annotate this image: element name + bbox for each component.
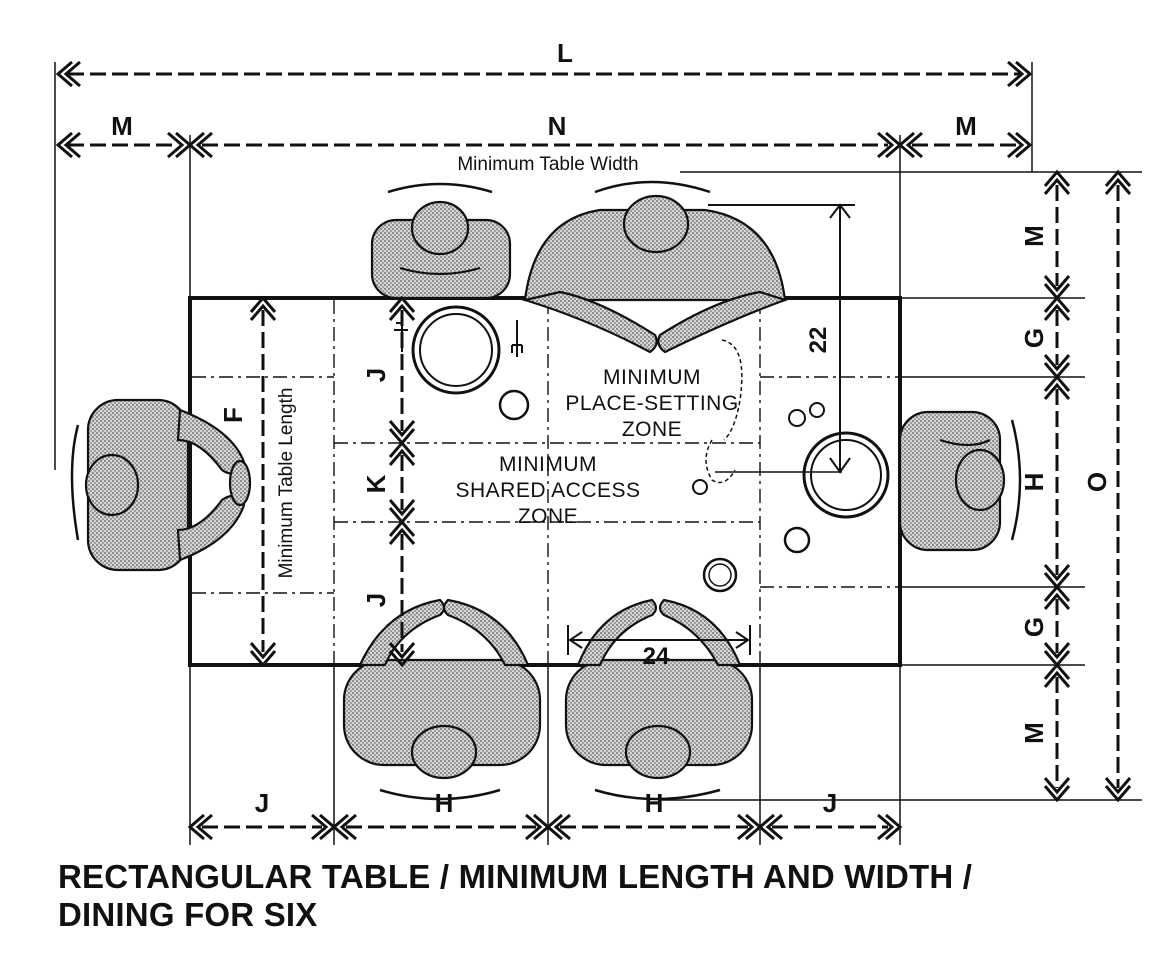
place-setting-zone-line1: MINIMUM	[603, 366, 701, 389]
dim-label-O: O	[1082, 472, 1112, 492]
diner-bottom-left	[342, 598, 542, 801]
diner-bottom-right	[564, 598, 754, 801]
dim-label-G-top: G	[1019, 328, 1049, 348]
dim-label-H-bottom-right: H	[645, 788, 664, 818]
solid-dims	[567, 203, 855, 655]
dim-label-F: F	[218, 407, 248, 423]
min-table-length-label: Minimum Table Length	[276, 388, 297, 579]
diner-left	[70, 398, 252, 572]
dim-label-M-bottom-right: M	[1019, 722, 1049, 744]
dimension-lines	[68, 72, 1120, 829]
shared-access-zone-line3: ZONE	[518, 505, 578, 528]
extension-lines	[54, 62, 1142, 845]
caption-line-2: DINING FOR SIX	[58, 896, 318, 933]
place-settings	[394, 305, 890, 593]
shared-access-zone-line1: MINIMUM	[499, 453, 597, 476]
arrowheads	[55, 60, 1132, 841]
diner-top-left	[370, 182, 512, 300]
dim-label-J-lower: J	[361, 593, 391, 607]
dim-label-H-right: H	[1019, 473, 1049, 492]
dim-label-J-upper: J	[361, 368, 391, 382]
place-setting-zone-line2: PLACE-SETTING	[565, 392, 738, 415]
dim-label-J-bottom-left: J	[255, 788, 269, 818]
shared-access-zone-line2: SHARED ACCESS	[455, 479, 640, 502]
diagram-caption: RECTANGULAR TABLE / MINIMUM LENGTH AND W…	[58, 858, 1138, 934]
min-table-width-label: Minimum Table Width	[457, 154, 638, 175]
caption-line-1: RECTANGULAR TABLE / MINIMUM LENGTH AND W…	[58, 858, 973, 895]
zone-lines	[192, 300, 898, 663]
dim-label-M-top-right: M	[1019, 225, 1049, 247]
diner-top-right	[520, 180, 789, 354]
plate-top	[411, 305, 501, 395]
dim-label-J-bottom-right: J	[823, 788, 837, 818]
table-top	[188, 296, 902, 667]
dim-label-M-right: M	[955, 111, 977, 141]
dim-label-L: L	[557, 38, 573, 68]
dim-label-G-bottom: G	[1019, 617, 1049, 637]
cup	[702, 557, 738, 593]
place-setting-zone-line3: ZONE	[622, 418, 682, 441]
dim-label-24: 24	[643, 643, 670, 670]
diner-right	[898, 410, 1022, 552]
plate-right	[802, 431, 890, 519]
dim-label-N: N	[548, 111, 567, 141]
dim-label-K: K	[361, 474, 391, 493]
dim-label-22: 22	[805, 327, 832, 354]
dim-label-M-left: M	[111, 111, 133, 141]
dim-label-H-bottom-left: H	[435, 788, 454, 818]
glass-top	[498, 389, 530, 421]
